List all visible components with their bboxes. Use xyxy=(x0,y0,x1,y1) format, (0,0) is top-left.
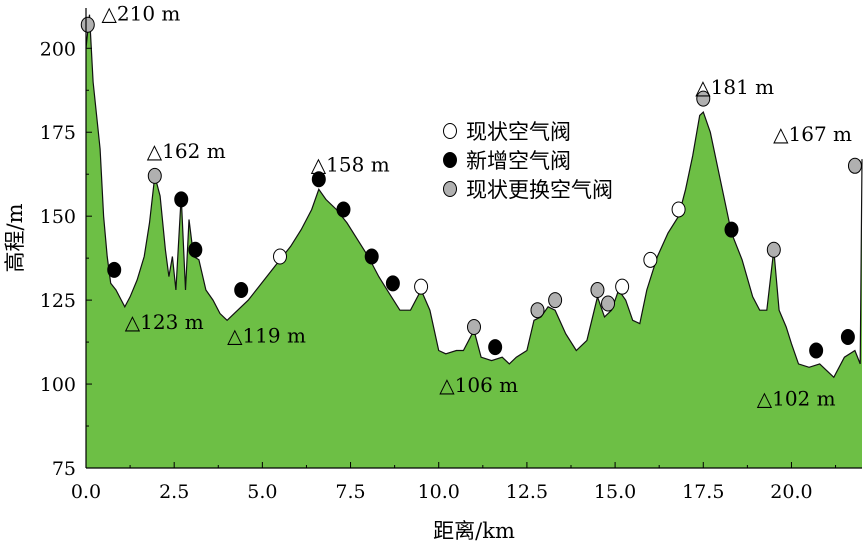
elevation-annotation: △181 m xyxy=(695,75,774,99)
legend-marker xyxy=(443,123,457,139)
legend-label: 现状空气阀 xyxy=(466,120,571,144)
elevation-annotation: △167 m xyxy=(773,122,852,146)
y-tick-label: 175 xyxy=(40,122,76,144)
valve-marker xyxy=(273,248,287,265)
valve-marker xyxy=(696,90,711,107)
valve-marker xyxy=(311,171,326,188)
valve-marker xyxy=(530,302,545,319)
valve-marker xyxy=(80,16,95,33)
valve-marker xyxy=(107,261,122,278)
valve-marker xyxy=(174,191,189,208)
legend-label: 现状更换空气阀 xyxy=(466,178,613,202)
valve-marker xyxy=(671,201,686,218)
elevation-annotation: △162 m xyxy=(147,139,226,163)
valve-marker xyxy=(615,278,630,295)
valve-marker xyxy=(385,275,400,292)
x-tick-label: 20.0 xyxy=(770,481,812,503)
legend-marker xyxy=(443,181,457,197)
valve-marker xyxy=(147,167,162,184)
valve-marker xyxy=(488,339,503,356)
valve-marker xyxy=(590,282,605,299)
x-tick-label: 5.0 xyxy=(247,481,277,503)
elevation-line xyxy=(85,14,863,379)
x-tick-label: 0.0 xyxy=(71,481,101,503)
y-tick-label: 200 xyxy=(40,38,76,60)
x-tick-label: 7.5 xyxy=(335,481,365,503)
legend-label: 新增空气阀 xyxy=(466,149,571,173)
valve-marker xyxy=(188,241,203,258)
y-tick-label: 75 xyxy=(52,458,76,480)
elevation-annotation: △158 m xyxy=(311,152,390,176)
valve-marker xyxy=(414,278,429,295)
x-tick-label: 10.0 xyxy=(418,481,460,503)
valve-marker xyxy=(234,282,249,299)
x-tick-label: 15.0 xyxy=(594,481,636,503)
valve-marker xyxy=(364,248,379,265)
x-axis-label: 距离/km xyxy=(433,519,515,543)
valve-marker xyxy=(766,241,781,258)
valve-marker xyxy=(336,201,351,218)
valve-marker xyxy=(601,295,616,312)
x-tick-label: 2.5 xyxy=(159,481,189,503)
valve-marker xyxy=(724,221,739,238)
y-tick-label: 150 xyxy=(40,206,76,228)
valve-marker xyxy=(467,318,481,335)
y-tick-label: 100 xyxy=(40,374,76,396)
valve-marker xyxy=(809,342,824,359)
elevation-annotation: △119 m xyxy=(227,323,306,347)
valve-marker xyxy=(643,251,658,268)
legend-marker xyxy=(443,152,457,168)
elevation-annotation: △210 m xyxy=(102,2,181,26)
x-tick-label: 17.5 xyxy=(682,481,724,503)
valve-marker xyxy=(548,292,563,309)
y-axis-label: 高程/m xyxy=(3,203,27,272)
elevation-annotation: △102 m xyxy=(757,386,836,410)
elevation-area xyxy=(86,14,862,468)
elevation-annotation: △123 m xyxy=(125,310,204,334)
valve-marker xyxy=(847,157,862,174)
elevation-annotation: △106 m xyxy=(439,373,518,397)
valve-marker xyxy=(840,329,855,346)
x-tick-label: 12.5 xyxy=(506,481,548,503)
y-tick-label: 125 xyxy=(40,290,76,312)
